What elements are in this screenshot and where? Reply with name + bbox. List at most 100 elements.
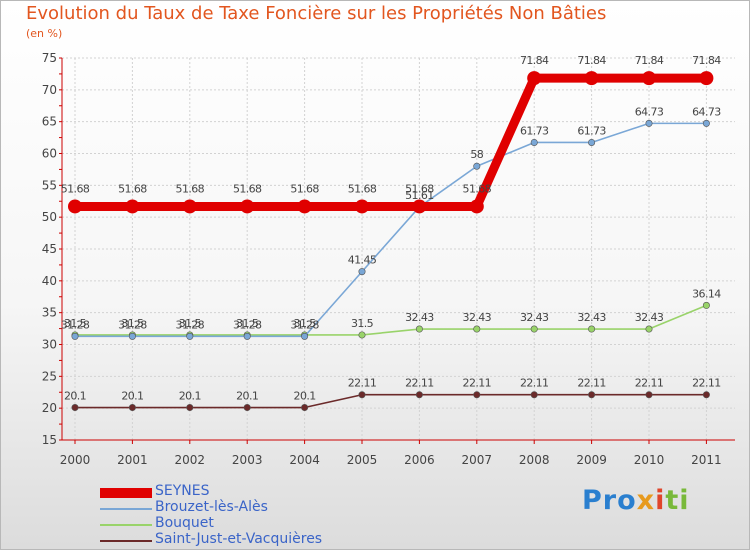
data-point bbox=[584, 71, 599, 86]
legend-swatch bbox=[100, 540, 152, 542]
data-point bbox=[240, 199, 255, 214]
data-point bbox=[182, 199, 197, 214]
data-point bbox=[473, 162, 481, 170]
x-tick-label: 2007 bbox=[462, 453, 493, 467]
data-point bbox=[699, 71, 714, 86]
data-point bbox=[71, 332, 79, 340]
data-point bbox=[297, 199, 312, 214]
brand-part-4: ti bbox=[665, 485, 690, 516]
data-label: 36.14 bbox=[692, 287, 721, 300]
data-point bbox=[71, 404, 79, 412]
data-label: 71.84 bbox=[692, 54, 721, 67]
data-label: 31.5 bbox=[351, 317, 374, 330]
data-label: 51.68 bbox=[463, 182, 492, 195]
x-tick-label: 2006 bbox=[404, 453, 435, 467]
y-tick-label: 70 bbox=[42, 83, 57, 97]
x-tick-label: 2001 bbox=[117, 453, 148, 467]
data-point bbox=[301, 332, 309, 340]
chart-title: Evolution du Taux de Taxe Foncière sur l… bbox=[26, 3, 607, 24]
data-label: 31.5 bbox=[64, 317, 87, 330]
x-tick-label: 2008 bbox=[519, 453, 550, 467]
legend-swatch bbox=[100, 488, 152, 498]
y-tick-label: 20 bbox=[42, 401, 57, 415]
data-label: 22.11 bbox=[520, 377, 549, 390]
data-label: 31.5 bbox=[294, 317, 317, 330]
data-point bbox=[645, 325, 653, 333]
data-point bbox=[128, 404, 136, 412]
y-tick-label: 15 bbox=[42, 433, 57, 447]
data-point bbox=[702, 391, 710, 399]
brand-part-2: x bbox=[636, 485, 656, 516]
y-tick-label: 75 bbox=[42, 51, 57, 65]
data-label: 22.11 bbox=[635, 377, 664, 390]
data-label: 32.43 bbox=[520, 311, 549, 324]
data-label: 32.43 bbox=[405, 311, 434, 324]
grid bbox=[62, 57, 735, 440]
data-label: 51.68 bbox=[290, 182, 319, 195]
data-label: 71.84 bbox=[635, 54, 664, 67]
data-label: 51.68 bbox=[176, 182, 205, 195]
data-point bbox=[243, 332, 251, 340]
series-line bbox=[75, 122, 707, 338]
data-label: 20.1 bbox=[236, 390, 258, 403]
x-tick-label: 2002 bbox=[175, 453, 206, 467]
data-label: 32.43 bbox=[577, 311, 606, 324]
data-label: 71.84 bbox=[520, 54, 549, 67]
data-label: 20.1 bbox=[179, 390, 201, 403]
data-label: 31.28 bbox=[233, 318, 262, 331]
y-tick-label: 40 bbox=[42, 274, 57, 288]
data-label: 31.28 bbox=[118, 318, 147, 331]
x-tick-label: 2005 bbox=[347, 453, 378, 467]
x-tick-label: 2003 bbox=[232, 453, 263, 467]
data-point bbox=[128, 332, 136, 340]
data-point bbox=[186, 332, 194, 340]
y-tick-label: 25 bbox=[42, 369, 57, 383]
brand-part-1: Pro bbox=[582, 485, 637, 516]
x-tick-label: 2010 bbox=[634, 453, 665, 467]
data-label: 51.68 bbox=[118, 182, 147, 195]
legend-label: Bouquet bbox=[155, 515, 214, 531]
data-point bbox=[358, 391, 366, 399]
data-point bbox=[473, 325, 481, 333]
data-labels: 20.1 20.1 20.1 20.1 20.1 22.11 22.11 22.11 22.11… bbox=[61, 54, 722, 403]
data-point bbox=[530, 391, 538, 399]
data-label: 51.68 bbox=[61, 182, 90, 195]
data-label: 51.68 bbox=[348, 182, 377, 195]
data-point bbox=[355, 199, 369, 214]
y-tick-label: 60 bbox=[42, 147, 57, 161]
data-point bbox=[530, 325, 538, 333]
y-tick-label: 35 bbox=[42, 306, 57, 320]
data-label: 22.11 bbox=[348, 377, 377, 390]
data-label: 51.68 bbox=[233, 182, 262, 195]
y-tick-label: 45 bbox=[42, 242, 57, 256]
data-label: 22.11 bbox=[692, 377, 721, 390]
data-label: 22.11 bbox=[577, 377, 606, 390]
data-point bbox=[358, 268, 366, 276]
data-point bbox=[588, 325, 596, 333]
data-label: 22.11 bbox=[405, 377, 434, 390]
data-point bbox=[469, 199, 484, 214]
y-tick-label: 55 bbox=[42, 178, 57, 192]
data-label: 64.73 bbox=[692, 105, 721, 118]
y-axis-unit-label: (en %) bbox=[26, 27, 63, 40]
data-point bbox=[186, 404, 194, 412]
data-label: 20.1 bbox=[121, 390, 143, 403]
y-tick-label: 30 bbox=[42, 338, 57, 352]
legend-label: Saint-Just-et-Vacquières bbox=[155, 531, 323, 547]
data-point bbox=[473, 391, 481, 399]
data-point bbox=[415, 391, 423, 399]
data-point bbox=[415, 325, 423, 333]
data-point bbox=[588, 138, 596, 146]
series-line bbox=[75, 304, 707, 336]
data-label: 31.5 bbox=[121, 317, 144, 330]
data-label: 51.68 bbox=[405, 182, 434, 195]
data-label: 58 bbox=[470, 148, 483, 161]
data-point bbox=[301, 404, 309, 412]
data-label: 31.28 bbox=[61, 318, 90, 331]
data-label: 20.1 bbox=[294, 390, 316, 403]
y-tick-label: 50 bbox=[42, 210, 57, 224]
data-label: 71.84 bbox=[577, 54, 606, 67]
data-label: 31.28 bbox=[176, 318, 205, 331]
